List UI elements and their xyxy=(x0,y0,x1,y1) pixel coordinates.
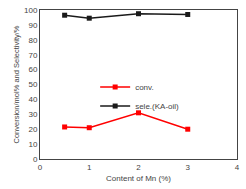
svg-text:Conversion/mol% and Selectivit: Conversion/mol% and Selectivity/% xyxy=(12,25,21,143)
svg-text:100: 100 xyxy=(24,6,38,15)
svg-text:10: 10 xyxy=(28,140,37,149)
svg-text:30: 30 xyxy=(28,110,37,119)
svg-text:70: 70 xyxy=(28,51,37,60)
svg-text:20: 20 xyxy=(28,125,37,134)
svg-text:4: 4 xyxy=(235,163,240,172)
svg-text:60: 60 xyxy=(28,65,37,74)
svg-text:3: 3 xyxy=(186,163,191,172)
svg-text:40: 40 xyxy=(28,95,37,104)
svg-text:0: 0 xyxy=(33,155,38,164)
svg-text:90: 90 xyxy=(28,21,37,30)
svg-text:Content of Mn (%): Content of Mn (%) xyxy=(106,174,171,183)
svg-text:2: 2 xyxy=(136,163,141,172)
svg-text:80: 80 xyxy=(28,36,37,45)
svg-text:50: 50 xyxy=(28,80,37,89)
svg-text:sele.(KA-oil): sele.(KA-oil) xyxy=(135,102,179,111)
svg-text:1: 1 xyxy=(87,163,92,172)
svg-text:0: 0 xyxy=(38,163,43,172)
svg-text:conv.: conv. xyxy=(135,83,154,92)
